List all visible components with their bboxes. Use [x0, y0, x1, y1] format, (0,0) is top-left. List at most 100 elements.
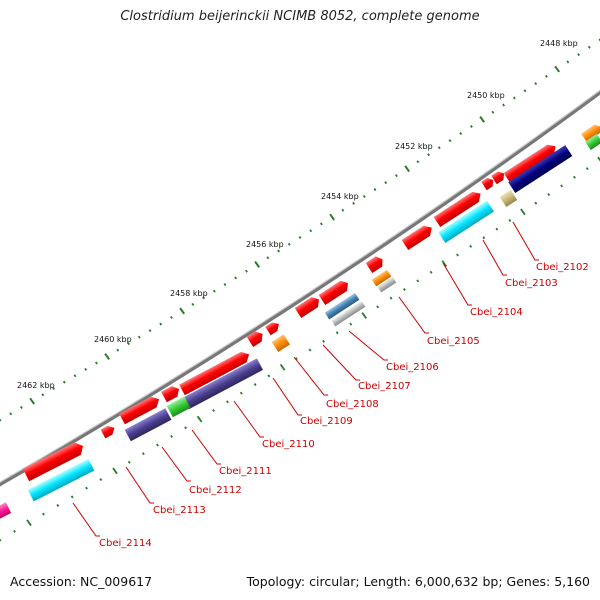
minor-tick — [62, 380, 66, 384]
minor-tick — [191, 302, 195, 306]
minor-tick — [159, 322, 163, 326]
gene-cds-5[interactable] — [401, 223, 435, 251]
gene-cds-16[interactable] — [581, 122, 600, 143]
minor-tick — [534, 82, 538, 86]
gene-green-2[interactable] — [585, 133, 600, 151]
inner-tick — [585, 167, 589, 171]
gene-label[interactable]: Cbei_2104 — [470, 307, 523, 318]
inner-tick — [429, 270, 433, 274]
gene-cds-8[interactable] — [318, 278, 352, 306]
gene-cds-3[interactable] — [481, 176, 496, 191]
gene-label[interactable]: Cbei_2109 — [300, 416, 353, 427]
inner-tick — [141, 452, 145, 456]
inner-tick — [99, 478, 103, 482]
gene-orange-1[interactable] — [371, 269, 392, 287]
gene-cds-2[interactable] — [491, 169, 507, 185]
gene-cds-9[interactable] — [265, 320, 281, 336]
gene-leader-line — [348, 330, 388, 361]
gene-orange-2[interactable] — [271, 334, 291, 353]
tick-label: 2452 kbp — [395, 142, 433, 151]
gene-label[interactable]: Cbei_2105 — [427, 336, 480, 347]
gene-slate-2[interactable] — [124, 408, 172, 442]
inner-tick — [322, 339, 326, 343]
inner-tick — [495, 227, 499, 231]
minor-tick — [523, 89, 527, 93]
gene-cds-7[interactable] — [294, 294, 323, 319]
minor-tick — [544, 74, 548, 78]
inner-tick — [112, 467, 118, 475]
inner-tick — [279, 363, 286, 371]
minor-tick — [309, 229, 313, 233]
major-tick — [254, 261, 260, 268]
gene-gray-1[interactable] — [377, 276, 397, 293]
inner-tick — [294, 357, 298, 361]
reverse-strand-genes — [0, 133, 600, 520]
inner-tick — [335, 331, 339, 335]
minor-tick — [352, 201, 356, 205]
minor-tick — [9, 412, 13, 416]
gene-cds-13[interactable] — [119, 394, 162, 425]
gene-cds-4[interactable] — [433, 189, 484, 228]
gene-slate-1[interactable] — [182, 358, 263, 410]
gene-cds-6[interactable] — [365, 254, 386, 274]
gene-label[interactable]: Cbei_2103 — [505, 278, 558, 289]
major-tick — [104, 353, 110, 360]
inner-tick — [403, 288, 406, 292]
gene-label[interactable]: Cbei_2110 — [262, 439, 315, 450]
minor-tick — [52, 387, 56, 391]
major-tick — [554, 65, 560, 73]
gene-cds-10[interactable] — [246, 329, 266, 348]
inner-tick — [508, 218, 512, 222]
inner-tick — [441, 260, 448, 268]
inner-tick — [547, 193, 551, 197]
map-title: Clostridium beijerinckii NCIMB 8052, com… — [120, 9, 480, 24]
gene-gray-2[interactable] — [331, 300, 366, 327]
gene-cds-14[interactable] — [100, 423, 117, 439]
gene-cds-15[interactable] — [22, 440, 86, 482]
inner-tick — [469, 244, 473, 248]
gene-magenta-1[interactable] — [0, 502, 12, 520]
gene-label[interactable]: Cbei_2106 — [386, 362, 439, 373]
major-tick — [329, 213, 335, 221]
gene-cds-1[interactable] — [503, 141, 559, 184]
accession-text: Accession: NC_009617 — [10, 574, 153, 589]
gene-label[interactable]: Cbei_2113 — [153, 505, 206, 516]
gene-label[interactable]: Cbei_2107 — [358, 381, 411, 392]
gene-navy-1[interactable] — [508, 145, 573, 194]
minor-tick — [234, 276, 238, 280]
forward-strand-genes — [22, 122, 600, 482]
gene-green-1[interactable] — [166, 396, 191, 418]
minor-tick — [512, 96, 516, 100]
genome-meta-text: Topology: circular; Length: 6,000,632 bp… — [246, 574, 590, 589]
gene-cyan-1[interactable] — [438, 200, 494, 244]
gene-steel-1[interactable] — [324, 293, 360, 320]
gene-cyan-2[interactable] — [27, 458, 95, 502]
inner-tick — [456, 253, 459, 257]
minor-tick — [459, 132, 463, 136]
gene-label[interactable]: Cbei_2111 — [219, 466, 272, 477]
minor-tick — [394, 174, 398, 178]
gene-leader-line — [322, 344, 360, 381]
minor-tick — [277, 249, 281, 253]
minor-tick — [384, 181, 388, 185]
major-tick — [479, 115, 485, 123]
inner-tick — [253, 383, 257, 387]
tick-ruler — [0, 38, 600, 422]
gene-label[interactable]: Cbei_2112 — [189, 485, 242, 496]
inner-tick — [196, 415, 203, 423]
gene-label[interactable]: Cbei_2108 — [326, 399, 379, 410]
gene-leader-line — [191, 429, 221, 465]
gene-cds-12[interactable] — [161, 384, 182, 403]
gene-label[interactable]: Cbei_2114 — [99, 538, 152, 549]
minor-tick — [202, 296, 206, 300]
gene-khaki-1[interactable] — [499, 189, 518, 208]
inner-tick — [42, 512, 45, 516]
major-tick — [404, 165, 410, 173]
minor-tick — [244, 269, 248, 273]
gene-cds-11[interactable] — [179, 349, 252, 396]
gene-leader-line — [72, 502, 100, 537]
gene-label[interactable]: Cbei_2102 — [536, 262, 589, 273]
inner-tick — [597, 156, 600, 162]
tick-label: 2460 kbp — [94, 335, 132, 344]
